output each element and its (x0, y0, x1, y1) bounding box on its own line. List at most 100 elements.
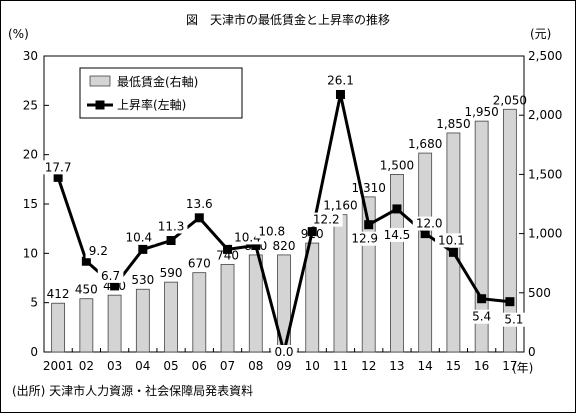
rate-value-label: 12.0 (416, 217, 443, 231)
x-axis-tick-label: 07 (220, 359, 235, 373)
right-axis-tick-label: 500 (528, 286, 551, 300)
right-axis-unit: (元) (530, 27, 551, 41)
rate-label-bg (271, 345, 297, 359)
rate-marker (392, 204, 402, 214)
bar (79, 298, 94, 353)
bar-layer: 4124504805305906707408208209201,1601,310… (47, 93, 527, 353)
bar-value-label: 450 (75, 283, 98, 297)
bar-value-label: 1,160 (323, 199, 357, 213)
rate-value-label: 10.1 (438, 233, 465, 247)
rate-value-label: 10.8 (258, 224, 285, 238)
rate-marker (251, 240, 261, 250)
rate-label-bg (309, 212, 343, 227)
source-note: (出所) 天津市人力資源・社会保障局発表資料 (12, 383, 253, 398)
left-axis-tick-label: 10 (23, 246, 38, 260)
rate-value-label: 0.0 (274, 345, 293, 359)
x-axis-tick-label: 02 (79, 359, 94, 373)
rate-marker (166, 236, 176, 246)
x-axis-tick-label: 09 (276, 359, 291, 373)
rate-marker (194, 213, 204, 223)
rate-marker (420, 229, 430, 239)
bar-value-label: 1,680 (408, 137, 442, 151)
rate-label-bg (97, 268, 124, 283)
left-axis-tick-label: 15 (23, 197, 38, 211)
rate-marker (110, 281, 120, 291)
bar-value-label: 1,310 (352, 181, 386, 195)
left-axis-tick-label: 30 (23, 49, 38, 63)
bar (192, 272, 207, 353)
left-axis-unit: (%) (8, 27, 29, 41)
x-axis-tick-label: 03 (107, 359, 122, 373)
legend: 最低賃金(右軸) 上昇率(左軸) (79, 67, 243, 119)
x-axis-tick-label: 12 (361, 359, 376, 373)
x-axis-tick-label: 10 (305, 359, 320, 373)
x-axis-tick-label: 16 (474, 359, 489, 373)
bar (248, 254, 263, 353)
right-axis-tick-label: 0 (528, 345, 536, 359)
rate-marker (448, 247, 458, 257)
rate-value-label: 14.5 (384, 228, 411, 242)
left-axis-tick-label: 5 (30, 296, 38, 310)
x-axis-tick-label: 2001 (43, 359, 74, 373)
bar-value-label: 2,050 (493, 93, 527, 107)
bar (51, 302, 66, 353)
rate-value-label: 12.9 (351, 232, 378, 246)
rate-label-bg (122, 230, 156, 245)
bar (164, 281, 178, 353)
right-axis-tick-label: 1,500 (528, 167, 562, 181)
rate-label-bg (348, 231, 382, 246)
rate-value-label: 5.4 (472, 310, 491, 324)
rate-marker (138, 244, 148, 254)
bar-value-label: 740 (216, 248, 239, 262)
bar (502, 108, 517, 353)
chart-title: 図 天津市の最低賃金と上昇率の推移 (186, 12, 390, 27)
rate-label-bg (435, 233, 468, 248)
rate-marker (307, 227, 317, 237)
rate-value-label: 6.7 (101, 269, 120, 283)
rate-label-bg (85, 244, 112, 259)
rate-value-label: 10.4 (125, 230, 152, 244)
rate-value-label: 13.6 (186, 197, 213, 211)
x-axis-tick-label: 05 (163, 359, 178, 373)
bar-value-label: 1,500 (380, 158, 414, 172)
x-axis-tick-label: 15 (446, 359, 461, 373)
right-axis-tick-label: 1,000 (528, 227, 562, 241)
bar-value-label: 670 (188, 257, 211, 271)
rate-value-label: 17.7 (45, 160, 72, 174)
x-axis-tick-label: 13 (389, 359, 404, 373)
bar-value-label: 1,850 (436, 117, 470, 131)
rate-marker (477, 294, 487, 304)
rate-label-bg (182, 196, 216, 211)
x-axis-unit: (年) (512, 361, 533, 375)
left-axis-tick-label: 0 (30, 345, 38, 359)
left-axis-tick-label: 20 (23, 148, 38, 162)
rate-marker (53, 172, 63, 182)
rate-marker (505, 297, 515, 307)
legend-line-marker (95, 100, 105, 110)
legend-bar-label: 最低賃金(右軸) (117, 74, 198, 89)
right-axis-tick-label: 2,000 (528, 108, 562, 122)
bar-value-label: 820 (273, 239, 296, 253)
bar-value-label: 590 (160, 266, 183, 280)
rate-value-label: 10.4 (234, 230, 261, 244)
bar-value-label: 412 (47, 287, 70, 301)
x-axis-tick-label: 17 (502, 359, 517, 373)
rate-marker (364, 220, 374, 230)
rate-marker (81, 256, 91, 266)
rate-label-bg (468, 309, 495, 324)
rate-label-bg (255, 224, 289, 239)
bar (135, 288, 150, 353)
x-axis-tick-label: 14 (418, 359, 433, 373)
x-axis-tick-label: 06 (192, 359, 207, 373)
bar-value-label: 530 (131, 273, 154, 287)
rate-value-label: 12.2 (313, 213, 340, 227)
rate-value-label: 26.1 (327, 73, 354, 87)
left-axis-tick-label: 25 (23, 98, 38, 112)
rate-value-label: 5.1 (504, 313, 523, 327)
rate-value-label: 11.3 (158, 220, 185, 234)
rate-marker (335, 89, 345, 99)
x-axis-tick-label: 08 (248, 359, 263, 373)
bar (305, 242, 320, 353)
x-axis-tick-label: 04 (135, 359, 150, 373)
